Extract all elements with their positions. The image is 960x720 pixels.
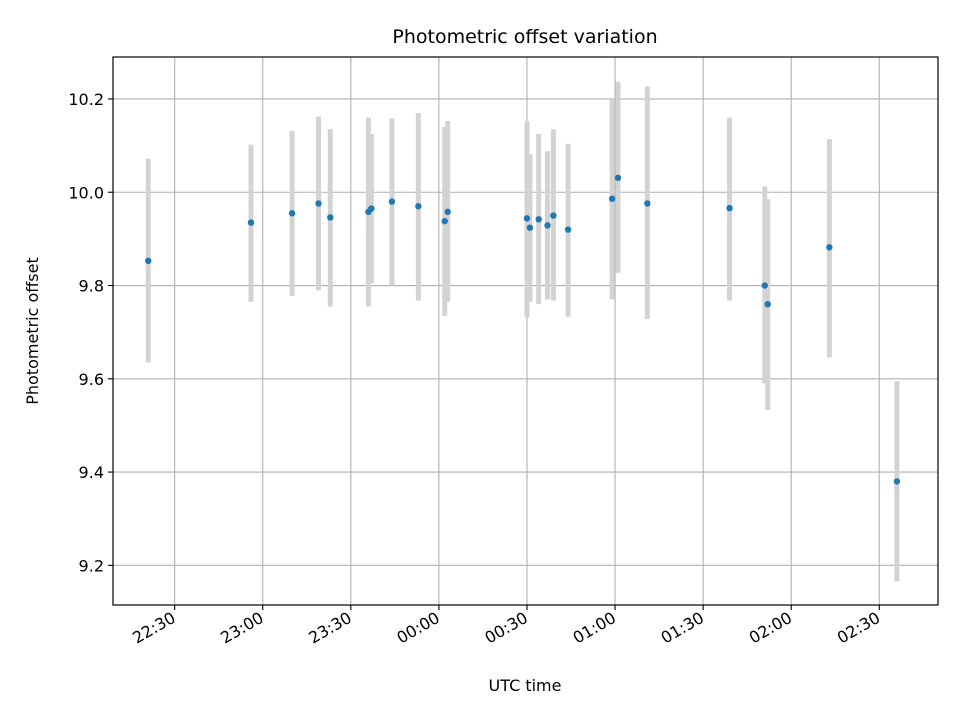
y-tick-label: 9.4	[79, 463, 104, 482]
data-point	[544, 222, 551, 229]
data-point	[726, 204, 733, 212]
y-tick-label: 9.6	[79, 370, 104, 389]
data-point	[315, 200, 322, 207]
data-point	[550, 212, 557, 219]
data-point	[526, 224, 534, 231]
data-point	[444, 208, 451, 216]
y-axis-ticks: 9.2 9.4 9.6 9.8 10.0 10.2	[68, 90, 113, 575]
data-points	[145, 174, 901, 485]
data-point	[145, 257, 152, 265]
y-tick-label: 9.8	[79, 277, 104, 296]
data-point	[608, 195, 616, 202]
data-point	[388, 198, 396, 205]
data-point	[368, 205, 375, 212]
data-point	[764, 300, 771, 308]
y-tick-label: 10.2	[68, 90, 104, 109]
y-axis-label: Photometric offset	[23, 257, 42, 405]
data-point	[614, 174, 622, 181]
data-point	[893, 478, 901, 485]
data-point	[761, 282, 768, 289]
data-point	[523, 215, 531, 222]
data-point	[288, 210, 296, 217]
data-point	[247, 219, 255, 226]
data-point	[564, 226, 572, 233]
y-tick-label: 9.2	[79, 556, 104, 575]
y-tick-label: 10.0	[68, 183, 104, 202]
plot-frame	[112, 56, 939, 606]
data-point	[415, 203, 422, 210]
data-point	[441, 217, 448, 225]
data-point	[327, 214, 334, 221]
data-point	[535, 216, 542, 223]
chart-title: Photometric offset variation	[392, 26, 657, 48]
x-axis-label: UTC time	[489, 676, 562, 695]
data-point	[644, 200, 651, 207]
data-point	[826, 244, 833, 251]
